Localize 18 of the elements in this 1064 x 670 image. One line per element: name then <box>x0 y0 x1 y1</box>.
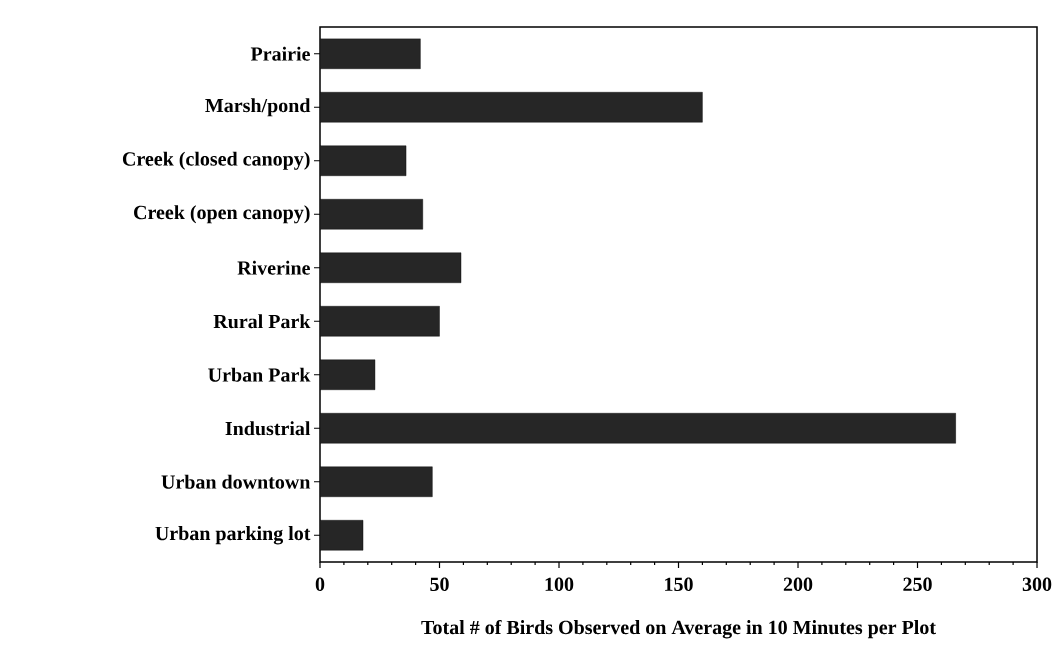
y-tick-label: Creek (closed canopy) <box>122 151 310 170</box>
y-tick-label: Urban parking lot <box>155 526 311 545</box>
y-tick-label: Urban downtown <box>161 474 311 489</box>
y-tick-label: Rural Park <box>213 314 311 329</box>
x-axis-title: Total # of Birds Observed on Average in 10 Minutes per Plot <box>421 619 936 639</box>
y-tick-label: Industrial <box>225 421 311 436</box>
y-tick-label: Prairie <box>250 46 310 61</box>
x-tick-label: 50 <box>430 577 449 592</box>
x-tick-label: 0 <box>315 577 325 592</box>
y-tick-label: Riverine <box>237 260 310 275</box>
y-tick-label: Creek (open canopy) <box>134 205 310 224</box>
x-tick-label: 250 <box>903 577 932 592</box>
x-tick-label: 150 <box>665 577 693 592</box>
y-tick-label: Marsh/pond <box>205 98 311 117</box>
y-tick-label: Urban Park <box>208 367 311 382</box>
x-tick-label: 200 <box>783 577 813 592</box>
x-tick-label: 300 <box>1022 577 1052 592</box>
x-tick-label: 100 <box>545 577 574 592</box>
